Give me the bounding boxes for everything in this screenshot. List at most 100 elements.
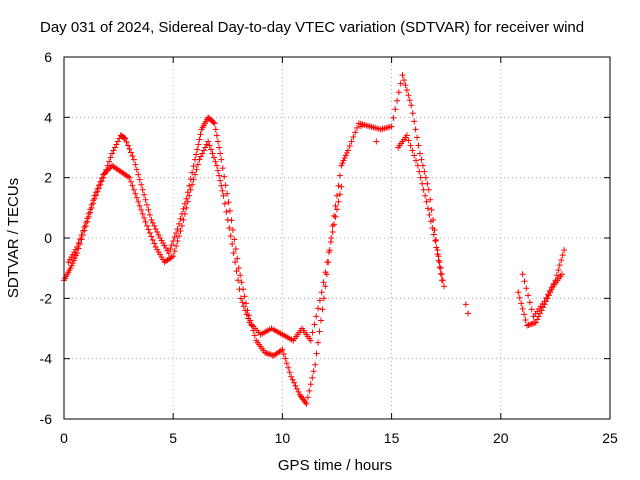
data-point <box>192 171 199 178</box>
data-point <box>415 142 422 149</box>
data-point <box>289 376 296 383</box>
data-point <box>243 311 250 318</box>
data-point <box>132 190 139 197</box>
data-point <box>561 247 568 254</box>
data-point <box>263 350 270 357</box>
data-point <box>162 245 169 252</box>
data-point <box>338 183 345 190</box>
data-point <box>313 350 320 357</box>
data-point <box>152 244 159 251</box>
data-point <box>414 134 421 141</box>
data-point <box>528 320 535 327</box>
data-point <box>432 238 439 245</box>
data-point <box>98 175 105 182</box>
data-point <box>121 134 128 141</box>
data-point <box>226 224 233 231</box>
data-point <box>522 316 529 323</box>
data-point <box>516 294 523 301</box>
data-point <box>138 206 145 213</box>
data-point <box>94 185 101 192</box>
data-point <box>71 255 78 262</box>
data-point <box>174 238 181 245</box>
data-point <box>209 150 216 157</box>
data-point <box>315 339 322 346</box>
data-point <box>180 216 187 223</box>
data-point <box>238 279 245 286</box>
data-point <box>340 157 347 164</box>
data-point <box>68 262 75 269</box>
data-point <box>419 180 426 187</box>
data-point <box>211 120 218 127</box>
data-point <box>441 283 448 290</box>
data-point <box>222 182 229 189</box>
data-point <box>226 207 233 214</box>
x-axis-title: GPS time / hours <box>278 457 392 474</box>
data-point <box>87 206 94 213</box>
data-point <box>409 110 416 117</box>
data-point <box>429 224 436 231</box>
data-point <box>221 173 228 180</box>
data-point <box>324 259 331 266</box>
data-point <box>545 292 552 299</box>
y-tick-label: 4 <box>44 109 52 125</box>
data-point <box>342 152 349 159</box>
data-point <box>438 277 445 284</box>
data-point <box>433 244 440 251</box>
data-point <box>528 306 535 313</box>
data-point <box>126 146 133 153</box>
data-point <box>550 280 557 287</box>
data-point <box>216 144 223 151</box>
data-point <box>218 156 225 163</box>
y-tick-label: 6 <box>44 49 52 65</box>
data-point <box>111 144 118 151</box>
data-point <box>231 236 238 243</box>
data-point <box>292 382 299 389</box>
data-point <box>123 138 130 145</box>
data-point <box>280 351 287 358</box>
data-point <box>541 298 548 305</box>
data-point <box>165 250 172 257</box>
data-point <box>433 237 440 244</box>
data-point <box>237 295 244 302</box>
data-point <box>555 267 562 274</box>
data-point <box>168 254 175 261</box>
data-point <box>414 162 421 169</box>
data-point <box>465 310 472 317</box>
data-point <box>348 138 355 145</box>
data-point <box>189 181 196 188</box>
y-tick-label: -6 <box>40 411 53 427</box>
data-point <box>143 222 150 229</box>
data-point <box>261 349 268 356</box>
data-point <box>154 228 161 235</box>
data-point <box>423 198 430 205</box>
data-point <box>65 259 72 266</box>
data-point <box>157 251 164 258</box>
x-tick-label: 0 <box>60 430 68 446</box>
data-point <box>218 182 225 189</box>
data-point <box>154 246 161 253</box>
data-points <box>61 72 568 407</box>
data-point <box>435 257 442 264</box>
data-point <box>210 154 217 161</box>
data-point <box>352 129 359 136</box>
data-point <box>95 182 102 189</box>
data-point <box>234 255 241 262</box>
data-point <box>425 205 431 212</box>
chart-title: Day 031 of 2024, Sidereal Day-to-day VTE… <box>40 19 584 36</box>
data-point <box>227 232 234 239</box>
data-point <box>329 222 336 229</box>
y-tick-label: -2 <box>40 290 53 306</box>
data-point <box>158 254 165 261</box>
data-point <box>138 181 145 188</box>
data-point <box>232 246 239 253</box>
data-point <box>339 160 346 167</box>
data-point <box>155 231 162 238</box>
data-point <box>148 216 155 223</box>
data-point <box>243 300 249 307</box>
data-point <box>97 178 104 185</box>
data-point <box>304 394 311 401</box>
data-point <box>73 252 80 259</box>
data-point <box>552 277 559 284</box>
data-point <box>279 346 286 353</box>
